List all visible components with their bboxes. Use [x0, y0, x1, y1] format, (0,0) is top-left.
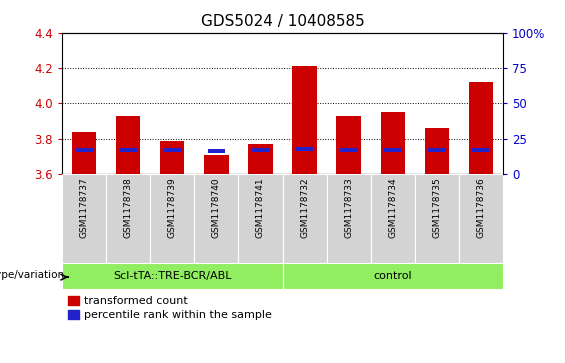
Text: GSM1178738: GSM1178738 [124, 177, 133, 238]
Bar [72, 132, 96, 174]
Bar [381, 112, 405, 174]
Bar [428, 148, 445, 152]
FancyBboxPatch shape [194, 174, 238, 263]
Bar [293, 66, 316, 174]
Bar [337, 116, 360, 174]
Bar [160, 140, 184, 174]
Text: GSM1178741: GSM1178741 [256, 177, 265, 237]
FancyBboxPatch shape [459, 174, 503, 263]
Bar [384, 148, 401, 152]
Bar [116, 116, 140, 174]
Text: genotype/variation: genotype/variation [0, 270, 64, 280]
Bar [252, 148, 269, 152]
Text: GSM1178736: GSM1178736 [476, 177, 485, 238]
FancyBboxPatch shape [238, 174, 282, 263]
Text: GSM1178732: GSM1178732 [300, 177, 309, 237]
FancyBboxPatch shape [62, 174, 106, 263]
Legend: transformed count, percentile rank within the sample: transformed count, percentile rank withi… [68, 296, 272, 320]
Text: GSM1178734: GSM1178734 [388, 177, 397, 237]
Text: GSM1178740: GSM1178740 [212, 177, 221, 237]
FancyBboxPatch shape [327, 174, 371, 263]
Text: GSM1178739: GSM1178739 [168, 177, 177, 238]
Bar [472, 148, 489, 152]
Bar [120, 148, 137, 152]
FancyBboxPatch shape [282, 174, 327, 263]
Bar [340, 148, 357, 152]
Bar [164, 148, 181, 152]
FancyBboxPatch shape [62, 263, 282, 289]
FancyBboxPatch shape [371, 174, 415, 263]
Bar [249, 144, 272, 174]
Text: GSM1178735: GSM1178735 [432, 177, 441, 238]
Bar [76, 148, 93, 152]
Bar [296, 147, 313, 151]
FancyBboxPatch shape [150, 174, 194, 263]
Bar [469, 82, 493, 174]
FancyBboxPatch shape [415, 174, 459, 263]
FancyBboxPatch shape [282, 263, 503, 289]
Bar [205, 155, 228, 174]
Text: control: control [373, 271, 412, 281]
Text: Scl-tTA::TRE-BCR/ABL: Scl-tTA::TRE-BCR/ABL [113, 271, 232, 281]
Text: GSM1178737: GSM1178737 [80, 177, 89, 238]
Bar [425, 128, 449, 174]
Bar [208, 150, 225, 153]
Text: GSM1178733: GSM1178733 [344, 177, 353, 238]
Title: GDS5024 / 10408585: GDS5024 / 10408585 [201, 14, 364, 29]
FancyBboxPatch shape [106, 174, 150, 263]
